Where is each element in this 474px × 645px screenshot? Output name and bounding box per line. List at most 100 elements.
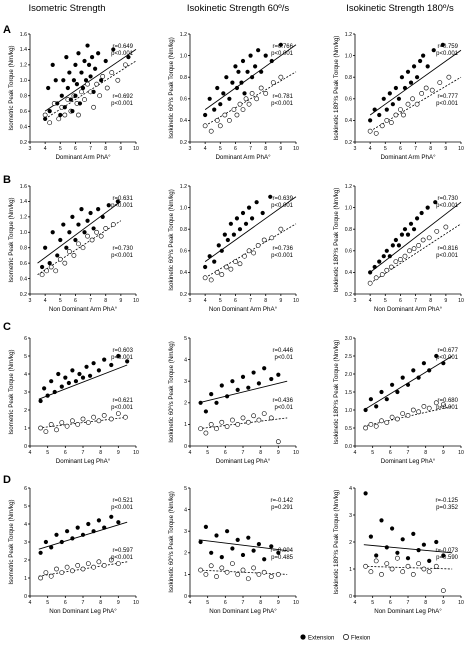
- x-tick-label: 4: [204, 298, 207, 304]
- flexion-point: [254, 96, 260, 102]
- extension-regression-line: [37, 201, 122, 264]
- x-tick-label: 9: [442, 600, 445, 606]
- flexion-point: [91, 104, 96, 110]
- flexion-point: [219, 419, 225, 425]
- extension-point: [393, 237, 398, 243]
- flexion-point: [89, 237, 95, 243]
- extension-point: [230, 80, 235, 85]
- row-letter-c: C: [3, 321, 11, 333]
- flexion-point: [256, 417, 262, 423]
- flexion-point: [94, 229, 100, 235]
- extension-point: [203, 524, 208, 529]
- extension-point: [242, 91, 247, 96]
- extension-point: [240, 552, 246, 558]
- flexion-point: [85, 233, 90, 239]
- flexion-point: [393, 112, 399, 118]
- extension-point: [116, 520, 121, 525]
- extension-point: [239, 80, 244, 85]
- extension-point: [91, 529, 96, 534]
- panel-b-3: 0.2 0.4 0.6 0.8 1.0 1.2 3 4 5 6 7 8 9 10 Non Dominant …: [333, 184, 464, 313]
- extension-point: [91, 89, 96, 94]
- x-tick-label: 5: [384, 298, 387, 304]
- y-tick-label: 1.0: [345, 53, 352, 59]
- extension-point: [209, 392, 214, 397]
- extension-point: [38, 398, 43, 404]
- y-tick-label: 4: [349, 486, 352, 492]
- y-tick-label: 0.6: [345, 97, 352, 103]
- flexion-point: [400, 411, 406, 416]
- flexion-point: [80, 566, 86, 572]
- extension-point: [259, 69, 264, 74]
- flexion-point: [410, 96, 415, 102]
- flexion-regression-line: [204, 71, 297, 127]
- y-tick-label: 0.4: [345, 118, 352, 124]
- y-axis-label: Isometric Peak Torque (Nm/kg): [8, 197, 15, 282]
- extension-point: [67, 70, 72, 75]
- extension-point: [99, 78, 104, 83]
- flexion-point: [100, 74, 106, 79]
- extension-point: [431, 48, 436, 53]
- extension-point: [198, 400, 203, 405]
- flexion-point: [115, 411, 121, 416]
- x-tick-label: 6: [74, 146, 77, 152]
- y-tick-label: 1.2: [345, 184, 352, 190]
- extension-point: [234, 216, 240, 221]
- extension-point: [96, 368, 101, 373]
- extension-point: [42, 386, 47, 391]
- flexion-stats-p: p<0.001: [111, 101, 134, 107]
- flexion-stats-r: r=0.680: [437, 398, 458, 404]
- y-tick-label: 1.2: [20, 63, 27, 69]
- extension-point: [233, 64, 238, 69]
- flexion-point: [421, 403, 427, 409]
- extension-point: [212, 107, 217, 112]
- flexion-point: [261, 569, 267, 575]
- extension-point: [52, 389, 57, 395]
- flexion-point: [44, 268, 50, 274]
- x-tick-label: 9: [442, 450, 445, 456]
- flexion-point: [94, 81, 100, 87]
- flexion-stats-r: r=0.597: [112, 548, 133, 554]
- extension-point: [46, 85, 51, 91]
- y-tick-label: 1.6: [20, 184, 27, 190]
- flexion-point: [255, 242, 261, 248]
- legend-extension-label: Extension: [308, 636, 334, 642]
- flexion-point: [405, 412, 411, 418]
- flexion-point: [278, 74, 284, 80]
- flexion-point: [405, 101, 411, 107]
- extension-point: [368, 534, 373, 539]
- extension-regression-line: [44, 49, 137, 112]
- extension-point: [203, 409, 208, 414]
- flexion-point: [384, 118, 390, 123]
- flexion-point: [389, 414, 395, 420]
- y-tick-label: 1.4: [20, 47, 27, 53]
- extension-point: [86, 521, 91, 527]
- x-tick-label: 8: [99, 600, 102, 606]
- extension-point: [91, 361, 96, 366]
- extension-point: [368, 118, 373, 123]
- extension-point: [79, 70, 84, 75]
- x-axis-label: Non Dominant Leg PhA°: [374, 608, 442, 615]
- extension-point: [212, 259, 217, 264]
- extension-point: [228, 221, 233, 226]
- extension-point: [219, 555, 224, 560]
- panel-a-3: 0.2 0.4 0.6 0.8 1.0 1.2 3 4 5 6 7 8 9 10 Dominant Arm …: [333, 32, 464, 161]
- y-tick-label: 1.0: [180, 53, 187, 59]
- panel-c-1: 0 1 2 3 4 5 6 4 5 6 7 8 9 10 Dominant Leg PhA° Isometri…: [8, 336, 139, 465]
- extension-point: [219, 248, 224, 253]
- x-tick-label: 5: [219, 146, 222, 152]
- extension-stats-r: r=0.521: [112, 498, 133, 504]
- x-tick-label: 10: [293, 450, 299, 456]
- flexion-point: [384, 420, 390, 425]
- x-tick-label: 9: [279, 146, 282, 152]
- extension-point: [96, 207, 101, 212]
- extension-point: [416, 375, 421, 380]
- extension-point: [109, 362, 114, 368]
- y-tick-label: 2.5: [345, 354, 352, 360]
- extension-point: [40, 264, 45, 270]
- extension-point: [219, 383, 224, 388]
- extension-point: [64, 55, 69, 60]
- flexion-point: [268, 574, 274, 579]
- extension-point: [245, 69, 250, 74]
- flexion-point: [229, 561, 235, 566]
- extension-point: [414, 216, 420, 221]
